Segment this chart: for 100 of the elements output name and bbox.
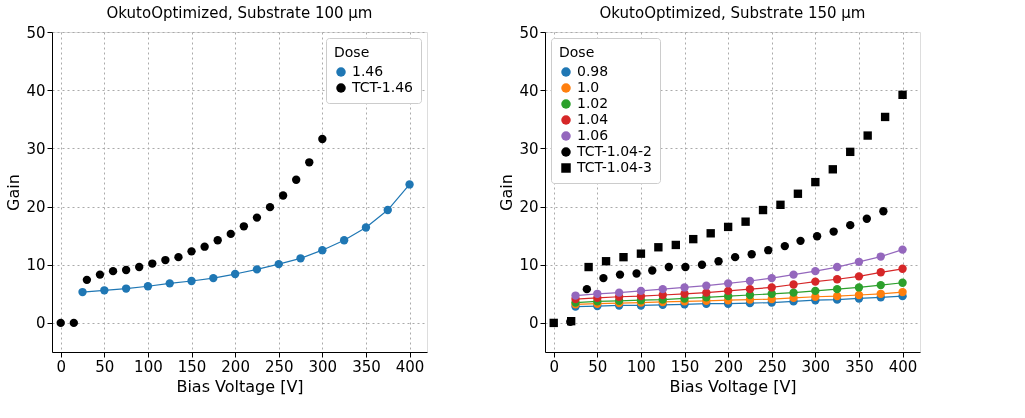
point [829,227,838,236]
point [636,286,646,296]
y-tick-label: 30 [26,139,46,158]
legend-label: TCT-1.46 [351,79,414,95]
point [95,270,105,279]
point [767,273,776,283]
y-tick-label: 0 [528,314,539,333]
point [745,276,755,286]
point [793,189,803,198]
point [100,286,109,295]
y-tick-label: 20 [26,198,46,217]
point [898,278,907,287]
point [654,243,663,252]
point [723,279,733,288]
point [811,277,820,286]
point [187,276,196,286]
x-tick-label: 300 [801,357,831,376]
point [361,223,371,232]
point [200,242,209,251]
point [292,175,301,184]
point [876,268,885,277]
legend-label: 1.04 [577,111,609,127]
point [274,259,283,269]
legend-label: TCT-1.04-3 [576,159,652,175]
point [879,207,888,216]
point [681,262,690,272]
point [741,217,750,226]
point [723,286,733,296]
point [56,318,65,328]
legend-label: TCT-1.04-2 [576,143,652,159]
point [730,252,740,262]
point [584,262,593,272]
point [78,287,87,297]
point [796,236,805,246]
point [82,275,92,285]
point [601,257,611,266]
point [832,275,842,284]
point [619,252,628,262]
x-tick-label: 250 [757,357,787,376]
point [664,262,674,272]
point [714,257,723,266]
y-tick-label: 10 [26,256,46,275]
x-tick-label: 400 [888,357,918,376]
point [898,90,907,100]
legend-label: 1.0 [577,79,600,95]
point [305,158,314,167]
point [876,289,885,298]
x-tick-label: 150 [670,357,700,376]
x-tick-label: 0 [56,357,66,376]
point [278,191,288,200]
point [265,202,275,212]
point [776,200,785,209]
x-tick-label: 50 [95,357,115,376]
point [811,177,820,187]
y-tick-label: 30 [519,139,539,158]
x-tick-label: 400 [395,357,425,376]
legend-label: 0.98 [577,63,609,79]
point [632,269,641,278]
point [658,284,667,294]
x-axis-title: Bias Voltage [V] [176,376,304,396]
y-tick-label: 40 [519,81,539,100]
point [671,240,680,250]
point [702,281,711,290]
point [880,112,890,122]
point [252,265,262,274]
point [854,290,864,300]
point [745,284,755,294]
point [599,273,608,283]
point [876,280,885,290]
point [174,252,183,262]
point [252,213,262,222]
y-tick-label: 10 [519,256,539,275]
point [758,205,768,215]
y-axis-title: Gain [497,174,517,211]
legend-label: 1.06 [577,127,609,143]
legend-label: 1.02 [577,95,609,111]
legend-label: 1.46 [352,63,384,79]
point [723,222,733,232]
point [854,272,864,281]
point [854,257,864,266]
x-tick-label: 200 [714,357,743,376]
point [789,270,798,279]
x-tick-label: 100 [134,357,163,376]
point [69,318,78,328]
point [339,236,349,245]
x-tick-label: 250 [264,357,294,376]
point [148,259,157,268]
point [209,273,218,283]
point [213,236,222,245]
point [614,288,624,297]
point [854,283,864,292]
point [593,289,602,298]
point [898,264,907,273]
point [121,265,131,275]
point [863,131,872,140]
point [898,287,907,297]
point [764,246,773,255]
point [832,284,842,294]
point [862,214,871,223]
point [689,234,698,244]
